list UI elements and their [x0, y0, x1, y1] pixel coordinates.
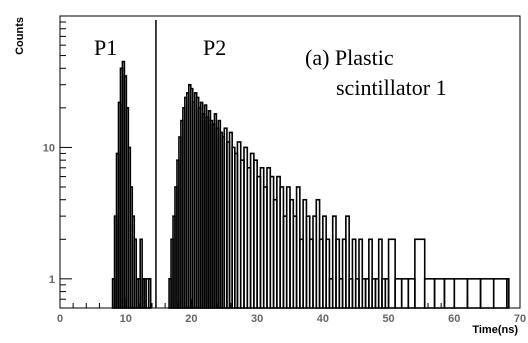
p1-label: P1 [94, 35, 117, 60]
x-tick-label: 70 [514, 313, 526, 325]
x-axis-label: Time(ns) [472, 324, 518, 336]
histogram-bar [325, 238, 331, 309]
histogram-bar [414, 238, 426, 309]
x-tick-label: 60 [448, 313, 460, 325]
x-tick-label: 0 [57, 313, 63, 325]
x-tick-label: 50 [382, 313, 394, 325]
x-tick-label: 30 [251, 313, 263, 325]
y-tick-label: 10 [43, 142, 55, 154]
histogram-bars [111, 60, 510, 309]
histogram-bar [377, 238, 383, 309]
histogram-bar [147, 278, 152, 309]
x-axis-ticks: 0 10 20 30 40 50 60 70 [57, 299, 526, 325]
histogram-bar [368, 238, 373, 309]
x-tick-label: 40 [317, 313, 329, 325]
histogram-bar [335, 238, 341, 309]
y-tick-label: 1 [49, 274, 55, 286]
histogram-bar [345, 215, 350, 309]
panel-label-line1: (a) Plastic [305, 45, 394, 70]
histogram-bar [506, 278, 510, 309]
histogram-bar [358, 238, 364, 309]
histogram-bar [387, 238, 396, 309]
x-tick-label: 20 [185, 313, 197, 325]
histogram-bar [139, 238, 143, 309]
y-axis-label: Counts [14, 17, 26, 55]
histogram-bar [133, 238, 138, 309]
x-tick-label: 10 [120, 313, 132, 325]
histogram-bar [351, 238, 357, 309]
panel-label-line2: scintillator 1 [336, 75, 447, 100]
p2-label: P2 [203, 35, 226, 60]
y-axis-ticks: 1 10 [43, 21, 72, 309]
